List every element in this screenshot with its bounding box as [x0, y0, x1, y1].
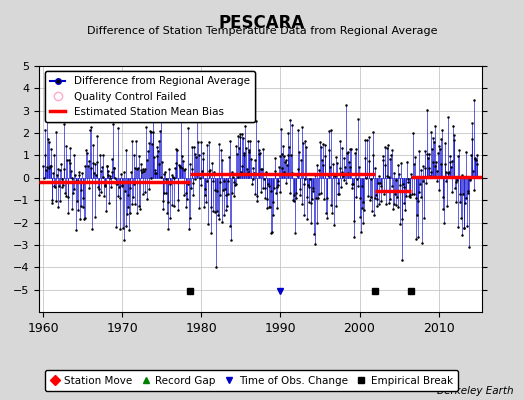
Text: Difference of Station Temperature Data from Regional Average: Difference of Station Temperature Data f…: [87, 26, 437, 36]
Text: PESCARA: PESCARA: [219, 14, 305, 32]
Text: Berkeley Earth: Berkeley Earth: [437, 386, 514, 396]
Legend: Difference from Regional Average, Quality Control Failed, Estimated Station Mean: Difference from Regional Average, Qualit…: [45, 71, 255, 122]
Legend: Station Move, Record Gap, Time of Obs. Change, Empirical Break: Station Move, Record Gap, Time of Obs. C…: [45, 370, 458, 391]
